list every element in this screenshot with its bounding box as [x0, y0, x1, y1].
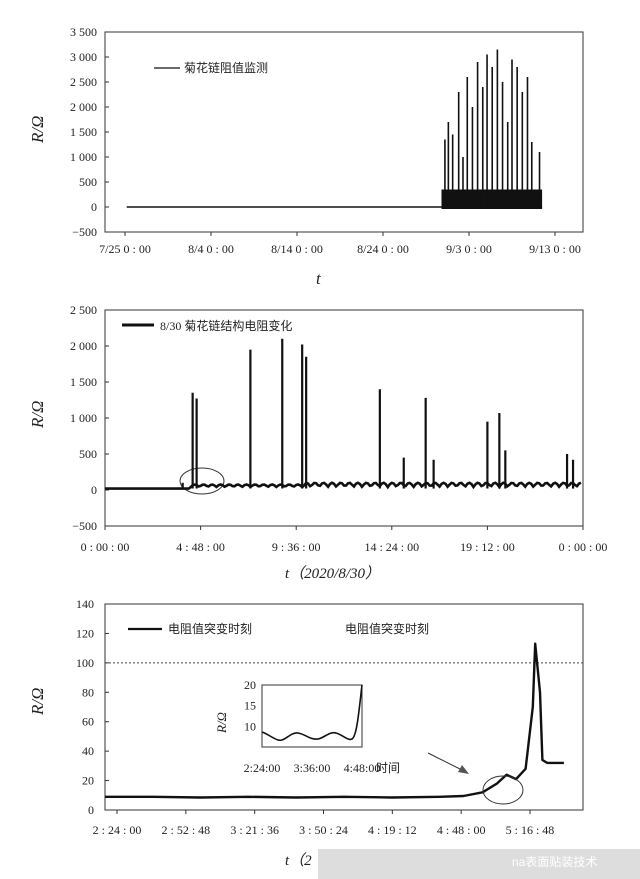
inset-y-axis-label: R/Ω: [214, 712, 229, 734]
chart-1-x-axis-label: t: [316, 269, 322, 288]
chart-3-annotation-label: 电阻值突变时刻: [345, 621, 429, 636]
chart-1-y-tick-label: −500: [72, 225, 97, 239]
inset-y-tick-label: 15: [244, 699, 256, 713]
chart-2-x-tick-label: 4 : 48 : 00: [176, 540, 225, 554]
chart-3-y-ticks: 0 20 40 60 80 100 120 140: [76, 597, 109, 817]
chart-1-x-tick-label: 8/4 0 : 00: [188, 242, 234, 256]
chart-3-y-tick-label: 120: [76, 626, 94, 640]
chart-1-y-tick-label: 2 500: [70, 75, 97, 89]
inset-curve: [261, 684, 363, 742]
chart-3-x-tick-label: 4 : 19 : 12: [368, 823, 417, 837]
chart-3-y-tick-label: 80: [82, 685, 94, 699]
chart-1-y-tick-label: 1 000: [70, 150, 97, 164]
chart-3-y-tick-label: 140: [76, 597, 94, 611]
chart-1-y-tick-label: 500: [79, 175, 97, 189]
chart-1-x-tick-label: 8/24 0 : 00: [357, 242, 409, 256]
inset-y-ticks: 10 15 20: [244, 678, 256, 733]
inset-x-ticks: 2:24:00 3:36:00 4:48:00: [244, 761, 381, 775]
chart-3-x-tick-label: 2 : 24 : 00: [93, 823, 142, 837]
chart-3-y-tick-label: 100: [76, 656, 94, 670]
chart-3-x-axis-label: t（2: [285, 852, 312, 869]
chart-1-series: [126, 49, 543, 209]
watermark-text: na表面贴装技术: [512, 855, 597, 869]
chart-2-y-tick-label: 0: [91, 483, 97, 497]
inset-x-tick-label: 3:36:00: [294, 761, 331, 775]
chart-1-y-tick-label: 3 000: [70, 50, 97, 64]
chart-2-baseline: [104, 481, 582, 490]
chart-3-y-tick-label: 40: [82, 744, 94, 758]
chart-2-x-tick-label: 0 : 00 : 00: [81, 540, 130, 554]
chart-1-legend-label: 菊花链阻值监测: [184, 60, 268, 75]
chart-2-y-axis-label: R/Ω: [28, 401, 47, 429]
chart-2-x-ticks: 0 : 00 : 00 4 : 48 : 00 9 : 36 : 00 14 : 24…: [81, 526, 608, 554]
chart-2-y-tick-label: 2 000: [70, 339, 97, 353]
chart-2-y-tick-label: −500: [72, 519, 97, 533]
chart-2: −500 0 500 1 000 1 500 2 000 2 500 0 : 00 : 00…: [28, 303, 607, 582]
chart-3-y-tick-label: 20: [82, 774, 94, 788]
chart-3-x-tick-label: 4 : 48 : 00: [437, 823, 486, 837]
inset-frame: [261, 684, 363, 748]
chart-3: 0 20 40 60 80 100 120 140 2 : 24 : 00 2 : 52 : 4…: [28, 597, 584, 869]
chart-3-legend-label: 电阻值突变时刻: [168, 621, 252, 636]
chart-2-y-tick-label: 2 500: [70, 303, 97, 317]
chart-3-x-tick-label: 3 : 50 : 24: [299, 823, 348, 837]
inset-y-tick-label: 10: [244, 719, 256, 733]
chart-2-x-tick-label: 0 : 00 : 00: [559, 540, 608, 554]
chart-2-y-tick-label: 1 500: [70, 375, 97, 389]
chart-2-x-tick-label: 14 : 24 : 00: [364, 540, 419, 554]
inset-x-tick-label: 2:24:00: [244, 761, 281, 775]
chart-2-x-axis-label: t（2020/8/30）: [285, 565, 380, 582]
chart-2-y-ticks: −500 0 500 1 000 1 500 2 000 2 500: [70, 303, 109, 533]
chart-1-y-axis-label: R/Ω: [28, 116, 47, 144]
watermark-bg: [318, 849, 640, 879]
chart-1-x-ticks: 7/25 0 : 00 8/4 0 : 00 8/14 0 : 00 8/24 0 :…: [99, 232, 581, 256]
chart-1-x-tick-label: 8/14 0 : 00: [271, 242, 323, 256]
chart-1-y-tick-label: 2 000: [70, 100, 97, 114]
chart-2-series: [104, 338, 582, 490]
chart-1-x-tick-label: 9/13 0 : 00: [529, 242, 581, 256]
chart-3-y-axis-label: R/Ω: [28, 688, 47, 716]
chart-2-y-tick-label: 500: [79, 447, 97, 461]
chart-2-x-tick-label: 19 : 12 : 00: [460, 540, 515, 554]
chart-3-y-tick-label: 60: [82, 715, 94, 729]
chart-2-highlight-ellipse: [179, 467, 225, 495]
chart-3-highlight-ellipse: [482, 775, 524, 805]
chart-3-pointer-arrow: [427, 752, 465, 772]
chart-3-x-tick-label: 5 : 16 : 48: [506, 823, 555, 837]
chart-3-series: [105, 642, 564, 799]
chart-1-y-ticks: −500 0 500 1 000 1 500 2 000 2 500 3 000 3 500: [70, 25, 109, 239]
chart-1-x-tick-label: 7/25 0 : 00: [99, 242, 151, 256]
inset-x-tick-label: 4:48:00: [344, 761, 381, 775]
chart-3-y-tick-label: 0: [88, 803, 94, 817]
inset-x-axis-label: 时间: [376, 761, 400, 775]
chart-2-y-tick-label: 1 000: [70, 411, 97, 425]
chart-1-y-tick-label: 3 500: [70, 25, 97, 39]
inset-y-tick-label: 20: [244, 678, 256, 692]
chart-1: −500 0 500 1 000 1 500 2 000 2 500 3 000 3 500 7…: [28, 25, 584, 288]
chart-2-x-tick-label: 9 : 36 : 00: [272, 540, 321, 554]
chart-2-frame: [104, 309, 584, 527]
chart-1-x-tick-label: 9/3 0 : 00: [446, 242, 492, 256]
chart-3-arrowhead: [458, 765, 469, 774]
chart-3-inset: 10 15 20 2:24:00 3:36:00 4:48:00 R/Ω 时间: [214, 678, 400, 775]
chart-3-x-ticks: 2 : 24 : 00 2 : 52 : 48 3 : 21 : 36 3 : 50 …: [93, 810, 555, 837]
chart-3-x-tick-label: 3 : 21 : 36: [230, 823, 279, 837]
chart-3-series-line: [105, 642, 564, 799]
chart-1-y-tick-label: 0: [91, 200, 97, 214]
chart-1-y-tick-label: 1 500: [70, 125, 97, 139]
chart-3-x-tick-label: 2 : 52 : 48: [161, 823, 210, 837]
chart-2-legend-label: 8/30 菊花链结构电阻变化: [160, 318, 292, 333]
chart-3-frame: [104, 603, 584, 811]
